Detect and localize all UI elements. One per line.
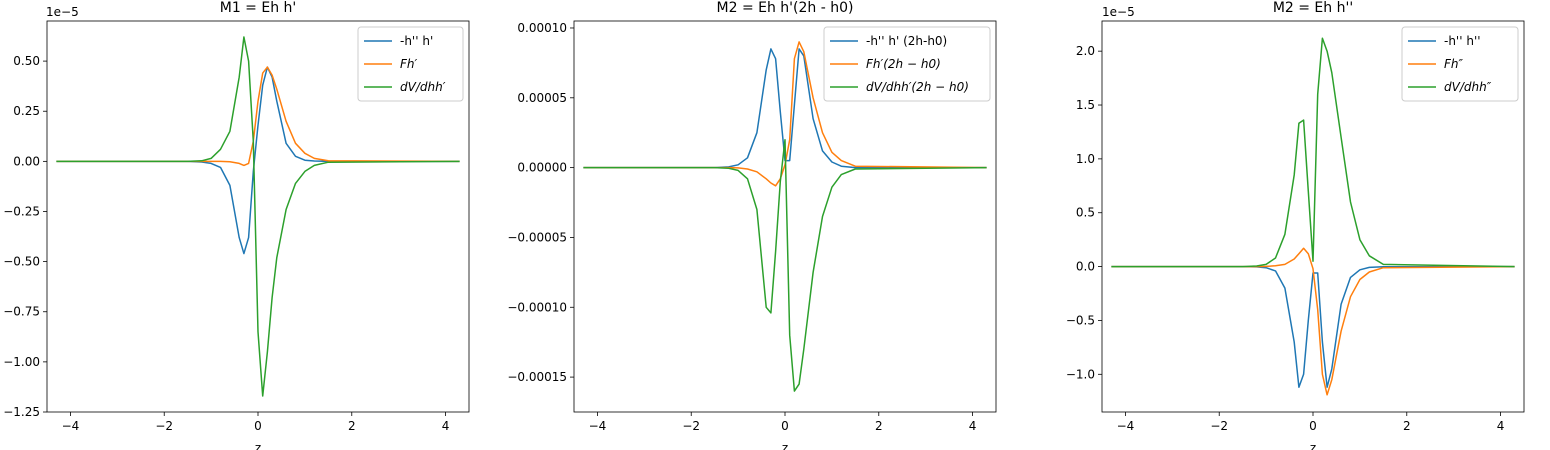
y-tick-label: −0.50 — [3, 255, 40, 269]
y-tick-label: 2.0 — [1076, 44, 1095, 58]
x-tick-label: −4 — [589, 419, 607, 433]
chart-panel-m2-second: M2 = Eh h'' 1e−5 z −4 −2 0 2 4 −1.0 −0.5 0.0 0.5… — [1066, 0, 1525, 450]
y-tick-label: −0.25 — [3, 204, 40, 218]
y-tick-label: 0.00005 — [517, 91, 567, 105]
chart-panel-m1: M1 = Eh h' 1e−5 z −4 −2 0 2 4 −1.25 −1.00 −0.75… — [3, 0, 470, 450]
offset-text: 1e−5 — [1102, 5, 1135, 19]
legend: -h'' h' Fh′ dV/dhh′ — [357, 26, 464, 102]
x-tick-label: −4 — [62, 419, 80, 433]
y-tick-label: 0.00010 — [517, 21, 567, 35]
x-axis-label: z — [782, 441, 788, 450]
y-tick-label: −1.25 — [3, 405, 40, 419]
x-tick-label: 0 — [781, 419, 789, 433]
legend-label: -h'' h' — [400, 34, 433, 48]
legend: -h'' h'' Fh″ dV/dhh″ — [1401, 26, 1519, 102]
y-tick-label: −0.00005 — [507, 230, 567, 244]
legend-box — [823, 26, 991, 102]
x-tick-label: 4 — [442, 419, 450, 433]
series-line-3 — [583, 138, 987, 392]
y-tick-label: 0.0 — [1076, 260, 1095, 274]
y-tick-label: 1.0 — [1076, 152, 1095, 166]
x-tick-label: −2 — [682, 419, 700, 433]
legend: -h'' h' (2h-h0) Fh′(2h − h0) dV/dhh′(2h − … — [823, 26, 991, 102]
x-tick-label: 0 — [1309, 419, 1317, 433]
y-tick-label: −0.75 — [3, 305, 40, 319]
legend-label: dV/dhh″ — [1444, 80, 1492, 94]
x-tick-label: 4 — [1497, 419, 1505, 433]
y-tick-label: −1.00 — [3, 355, 40, 369]
chart-title: M1 = Eh h' — [220, 0, 297, 16]
legend-label: -h'' h'' — [1444, 34, 1481, 48]
x-tick-label: −2 — [155, 419, 173, 433]
y-tick-label: 0.00000 — [517, 161, 567, 175]
legend-label: Fh′ — [400, 57, 418, 71]
legend-box — [357, 26, 464, 102]
series-line-3 — [1111, 37, 1515, 268]
x-tick-label: 0 — [254, 419, 262, 433]
legend-label: Fh′(2h − h0) — [866, 57, 941, 71]
y-tick-label: 1.5 — [1076, 98, 1095, 112]
legend-box — [1401, 26, 1519, 102]
y-tick-label: −0.00010 — [507, 300, 567, 314]
series-line-2 — [1111, 247, 1515, 396]
y-tick-label: −0.5 — [1066, 313, 1095, 327]
y-tick-label: 0.25 — [13, 104, 40, 118]
x-axis-label: z — [255, 441, 261, 450]
chart-panel-m2: M2 = Eh h'(2h - h0) z −4 −2 0 2 4 −0.00015 −0.… — [507, 0, 997, 450]
legend-label: -h'' h' (2h-h0) — [866, 34, 947, 48]
series-line-2 — [56, 66, 460, 167]
x-tick-label: 4 — [969, 419, 977, 433]
x-tick-label: 2 — [1403, 419, 1411, 433]
y-tick-label: −1.0 — [1066, 367, 1095, 381]
series-line-3 — [56, 36, 460, 397]
x-tick-label: −4 — [1117, 419, 1135, 433]
x-tick-label: −2 — [1210, 419, 1228, 433]
y-tick-label: −0.00015 — [507, 370, 567, 384]
chart-title: M2 = Eh h'' — [1273, 0, 1353, 16]
y-tick-label: 0.5 — [1076, 206, 1095, 220]
y-tick-label: 0.00 — [13, 154, 40, 168]
series-line-1 — [1111, 265, 1515, 388]
series-line-1 — [56, 66, 460, 255]
y-tick-label: 0.50 — [13, 54, 40, 68]
legend-label: Fh″ — [1444, 57, 1464, 71]
legend-label: dV/dhh′(2h − h0) — [866, 80, 969, 94]
x-tick-label: 2 — [348, 419, 356, 433]
chart-title: M2 = Eh h'(2h - h0) — [717, 0, 854, 16]
x-axis-label: z — [1310, 441, 1316, 450]
offset-text: 1e−5 — [46, 5, 79, 19]
legend-label: dV/dhh′ — [400, 80, 446, 94]
x-tick-label: 2 — [875, 419, 883, 433]
